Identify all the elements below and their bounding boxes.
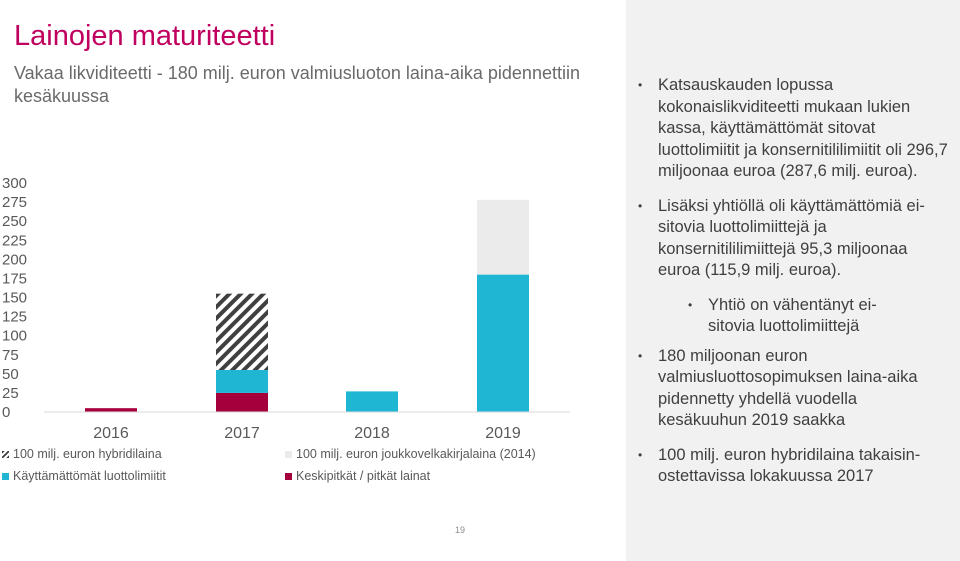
bar-segment-2017-series-1 [216, 370, 268, 393]
bullet-list: Katsauskauden lopussa kokonaislikviditee… [626, 75, 948, 501]
y-tick-label: 100 [2, 328, 27, 345]
legend-label: Käyttämättömät luottolimiitit [13, 469, 166, 483]
y-axis-tick-labels: 0 25 50 75 100 125 150 175 200 225 250 275 300 [2, 175, 27, 421]
legend-label: Keskipitkät / pitkät lainat [296, 469, 431, 483]
bar-segment-2018-series-1 [346, 391, 398, 412]
bar-segment-2019-series-3 [477, 199, 529, 275]
legend-item-hybrid-loan: 100 milj. euron hybridilaina [2, 447, 162, 461]
y-tick-label: 75 [2, 347, 19, 364]
bullet-item: 100 milj. euron hybridilaina takaisin-os… [626, 445, 948, 488]
x-tick-label: 2017 [224, 425, 260, 442]
bar-stacks [85, 199, 529, 412]
bullet-item: Lisäksi yhtiöllä oli käyttämättömiä ei-s… [626, 196, 948, 282]
bar-segment-2017-series-0 [216, 392, 268, 412]
legend-item-long-term-loans: Keskipitkät / pitkät lainat [285, 469, 430, 483]
right-text-panel: Katsauskauden lopussa kokonaislikviditee… [626, 0, 960, 561]
y-tick-label: 175 [2, 270, 27, 287]
y-tick-label: 25 [2, 385, 19, 402]
bar-segment-2017-series-2 [216, 293, 268, 371]
y-tick-label: 225 [2, 232, 27, 249]
legend-label: 100 milj. euron joukkovelkakirjalaina (2… [296, 447, 536, 461]
x-tick-label: 2016 [93, 425, 129, 442]
y-tick-label: 150 [2, 290, 27, 307]
slide-subtitle: Vakaa likviditeetti - 180 milj. euron va… [14, 63, 580, 106]
hatch-swatch-icon [2, 450, 9, 458]
y-tick-label: 275 [2, 194, 27, 211]
y-tick-label: 50 [2, 366, 19, 383]
bullet-item: 180 miljoonan euron valmiusluottosopimuk… [626, 346, 948, 432]
y-tick-label: 0 [2, 404, 10, 421]
y-tick-label: 300 [2, 175, 27, 192]
bar-segment-2016-series-0 [85, 408, 137, 412]
y-tick-label: 250 [2, 213, 27, 230]
bullet-item: Katsauskauden lopussa kokonaislikviditee… [626, 75, 948, 183]
legend-label: 100 milj. euron hybridilaina [13, 447, 162, 461]
legend-item-unused-credit: Käyttämättömät luottolimiitit [2, 469, 166, 483]
maroon-swatch-icon [285, 472, 292, 480]
light-grey-swatch-icon [285, 450, 292, 458]
y-tick-label: 200 [2, 251, 27, 268]
page-number: 19 [455, 525, 466, 535]
cyan-swatch-icon [2, 472, 9, 480]
x-tick-label: 2018 [354, 425, 390, 442]
bar-segment-2019-series-1 [477, 274, 529, 412]
y-tick-label: 125 [2, 309, 27, 326]
legend-item-bond: 100 milj. euron joukkovelkakirjalaina (2… [285, 447, 536, 461]
bullet-item: Yhtiö on vähentänyt ei-sitovia luottolim… [626, 295, 948, 338]
x-axis-tick-labels: 2016 2017 2018 2019 [93, 425, 521, 442]
x-tick-label: 2019 [485, 425, 521, 442]
slide-title: Lainojen maturiteetti [14, 20, 276, 52]
